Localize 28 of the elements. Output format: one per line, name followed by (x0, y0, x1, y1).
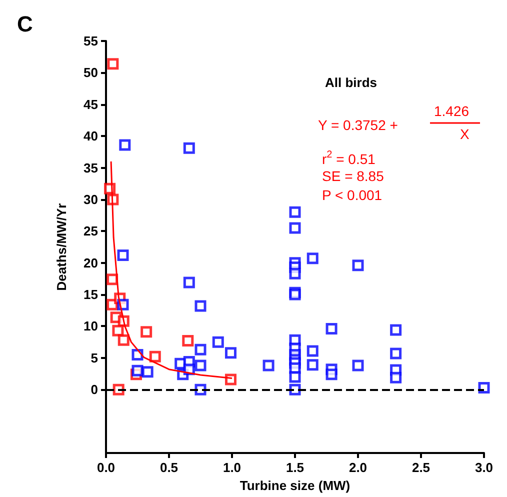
x-tick-label: 0.0 (96, 460, 116, 475)
y-tick-label: 30 (84, 192, 98, 207)
x-tick-label: 3.0 (474, 460, 494, 475)
x-tick-label: 1.0 (222, 460, 242, 475)
annotation: P < 0.001 (322, 187, 382, 203)
y-tick-label: 45 (84, 96, 98, 112)
annotation: X (460, 126, 470, 142)
chart-title: C (17, 12, 33, 36)
y-axis-title: Deaths/MW/Yr (54, 203, 69, 291)
y-tick-label: 40 (84, 128, 98, 144)
x-tick-label: 2.5 (412, 460, 430, 475)
annotation: All birds (325, 75, 378, 90)
y-tick-label: 20 (84, 255, 98, 270)
y-tick-label: 5 (90, 350, 98, 366)
y-tick-label: 10 (84, 318, 98, 334)
annotation: Y = 0.3752 + (318, 117, 398, 133)
y-tick-label: 55 (84, 34, 98, 48)
x-tick-label: 0.5 (160, 460, 178, 475)
x-tick-label: 1.5 (286, 460, 304, 475)
y-tick-label: 0 (90, 382, 98, 398)
y-tick-label: 35 (84, 160, 98, 176)
x-tick-label: 2.0 (348, 460, 368, 475)
annotation: SE = 8.85 (322, 168, 384, 184)
annotation: 1.426 (434, 103, 470, 119)
y-tick-label: 15 (84, 287, 98, 302)
x-axis-title: Turbine size (MW) (240, 478, 350, 493)
y-tick-label: 25 (84, 224, 98, 239)
y-tick-label: 50 (84, 65, 98, 80)
